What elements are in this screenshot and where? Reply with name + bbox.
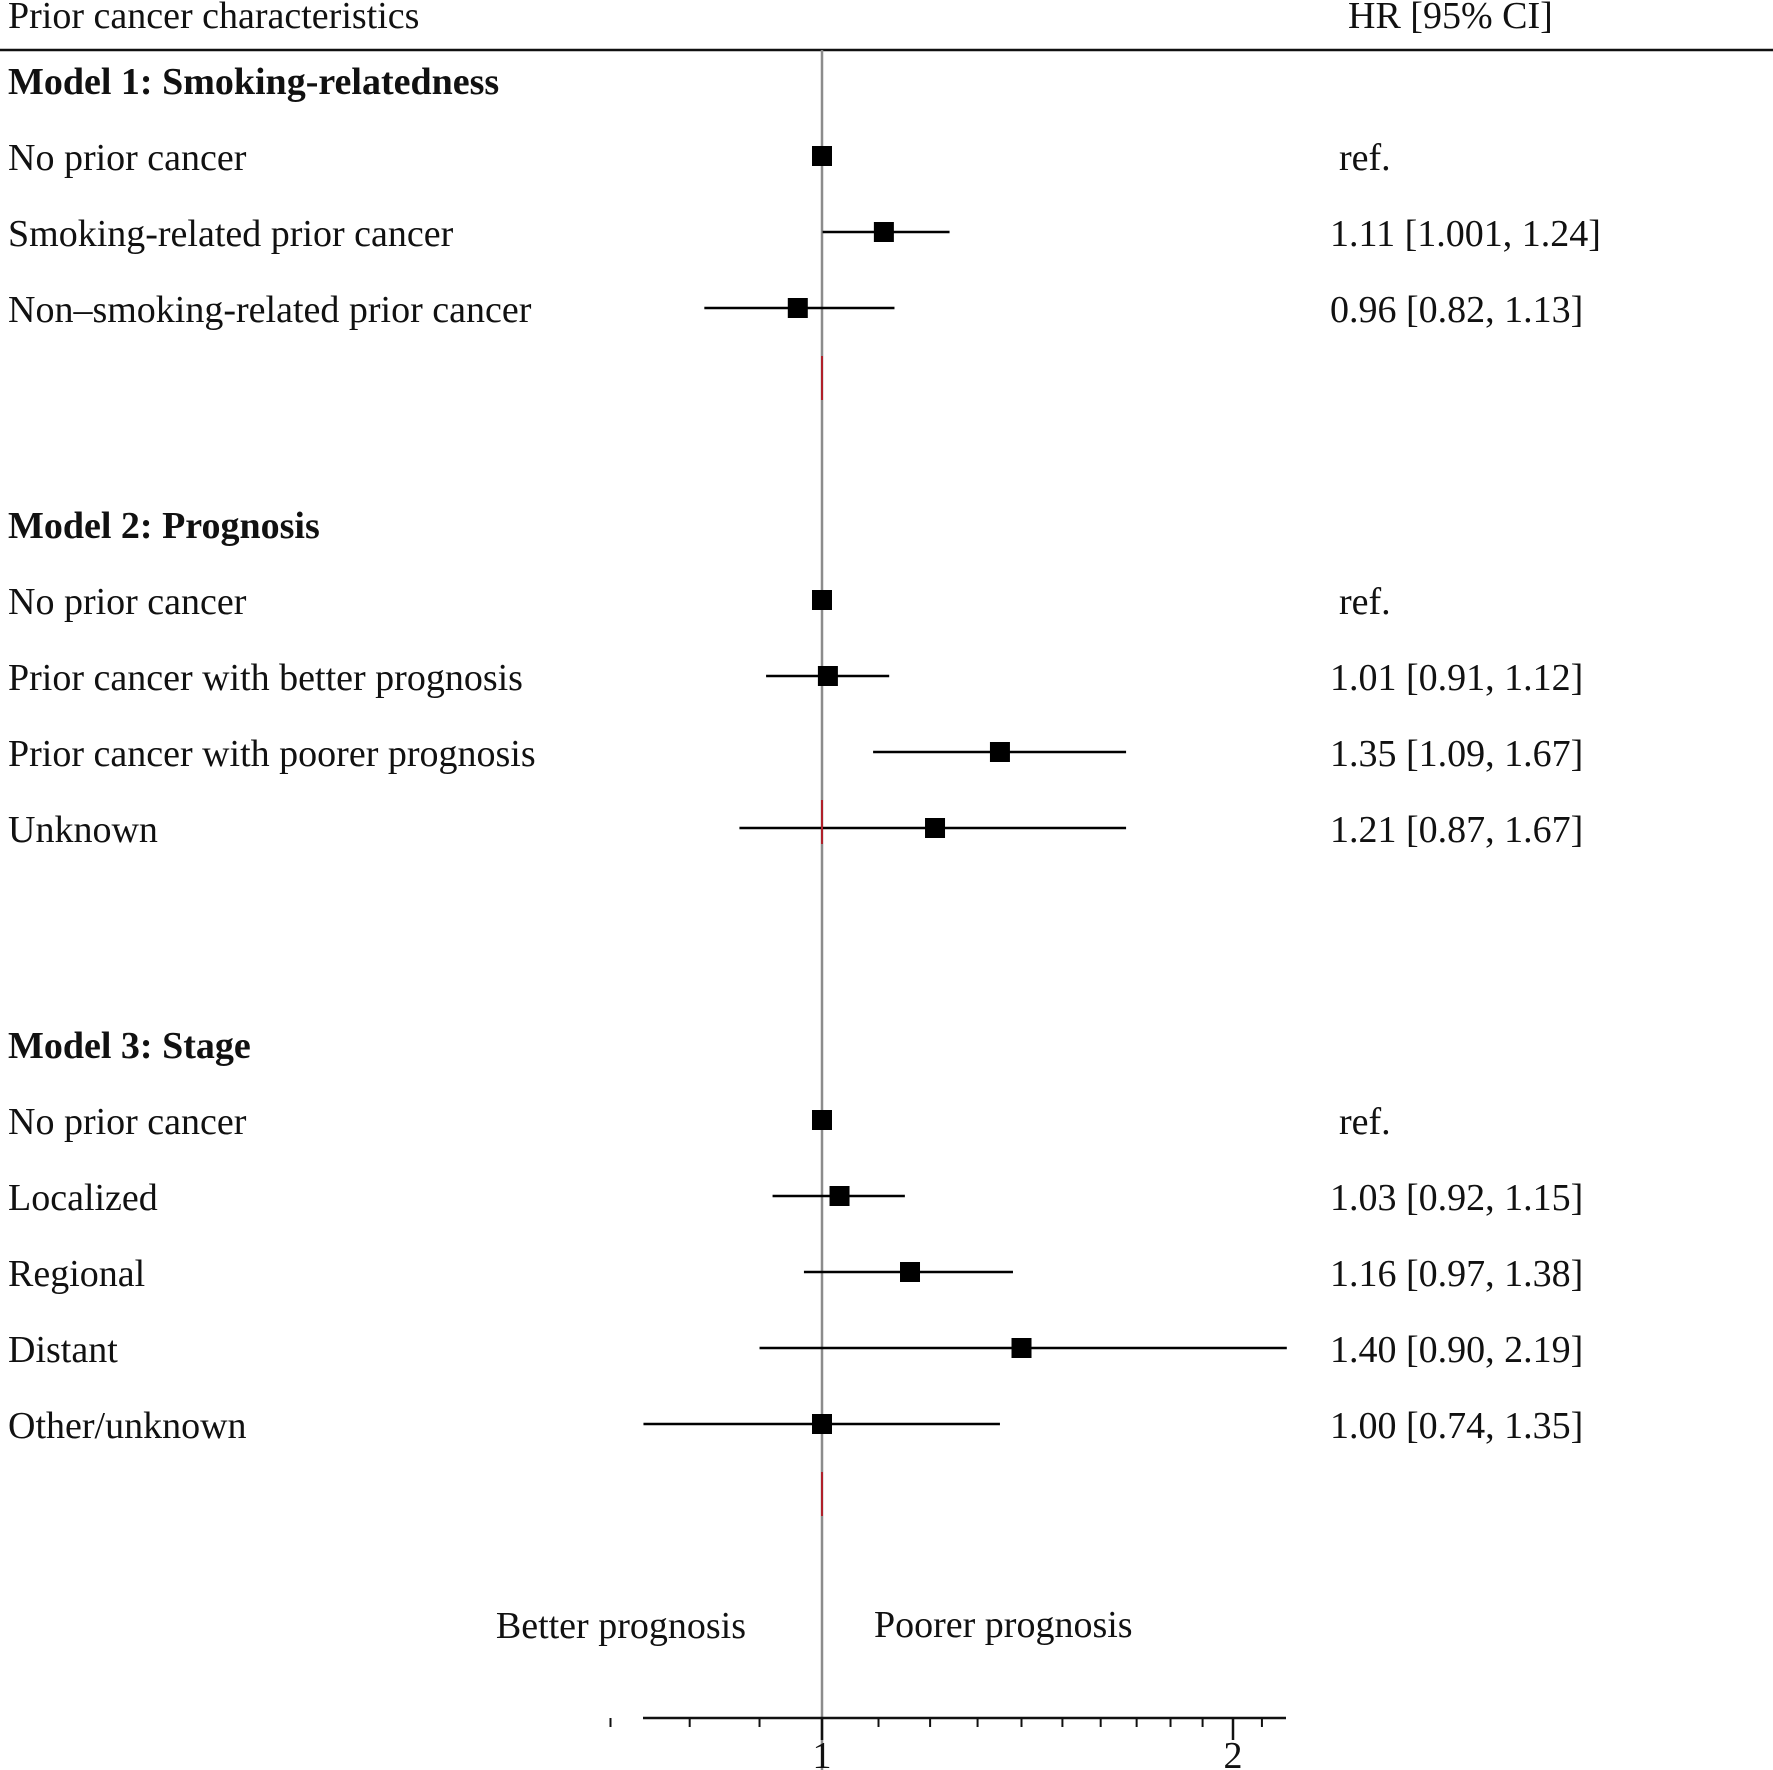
x-tick-label: 1 (813, 1735, 832, 1770)
direction-left-label: Better prognosis (496, 1605, 746, 1647)
row-label: No prior cancer (8, 581, 247, 623)
row-hr-text: 1.40 [0.90, 2.19] (1330, 1329, 1583, 1371)
model-title-1: Model 1: Smoking-relatedness (8, 61, 499, 103)
hr-marker (812, 1110, 832, 1130)
row-hr-text: ref. (1339, 137, 1391, 179)
row-hr-text: 0.96 [0.82, 1.13] (1330, 289, 1583, 331)
row-hr-text: 1.03 [0.92, 1.15] (1330, 1177, 1583, 1219)
row-label: Smoking-related prior cancer (8, 213, 454, 255)
hr-marker (925, 818, 946, 838)
hr-marker (900, 1262, 921, 1282)
row-hr-text: 1.11 [1.001, 1.24] (1330, 213, 1601, 255)
header-left-label: Prior cancer characteristics (8, 0, 419, 37)
row-label: Regional (8, 1253, 145, 1295)
row-label: Localized (8, 1177, 158, 1219)
header-right-label: HR [95% CI] (1348, 0, 1553, 37)
row-label: Non–smoking-related prior cancer (8, 289, 532, 331)
row-label: Prior cancer with poorer prognosis (8, 733, 536, 775)
row-hr-text: 1.21 [0.87, 1.67] (1330, 809, 1583, 851)
forest-rows: Model 1: Smoking-relatedness No prior can… (8, 61, 1601, 1516)
hr-marker (829, 1186, 850, 1206)
row-hr-text: 1.00 [0.74, 1.35] (1330, 1405, 1583, 1447)
model-title-3: Model 3: Stage (8, 1025, 251, 1067)
hr-marker (812, 590, 832, 610)
row-label: Other/unknown (8, 1405, 247, 1447)
hr-marker (787, 298, 808, 318)
hr-marker (817, 666, 838, 686)
hr-marker (812, 146, 832, 166)
hr-marker (812, 1414, 832, 1434)
hr-marker (873, 222, 894, 242)
row-label: Prior cancer with better prognosis (8, 657, 523, 699)
row-hr-text: 1.01 [0.91, 1.12] (1330, 657, 1583, 699)
row-hr-text: ref. (1339, 1101, 1391, 1143)
row-hr-text: 1.35 [1.09, 1.67] (1330, 733, 1583, 775)
row-label: Distant (8, 1329, 118, 1371)
row-hr-text: ref. (1339, 581, 1391, 623)
hr-marker (1011, 1338, 1032, 1358)
model-title-2: Model 2: Prognosis (8, 505, 320, 547)
direction-right-label: Poorer prognosis (874, 1604, 1133, 1646)
row-label: No prior cancer (8, 1101, 247, 1143)
row-label: Unknown (8, 809, 158, 851)
row-hr-text: 1.16 [0.97, 1.38] (1330, 1253, 1583, 1295)
hr-marker (989, 742, 1010, 762)
row-label: No prior cancer (8, 137, 247, 179)
x-tick-label: 2 (1224, 1735, 1243, 1770)
